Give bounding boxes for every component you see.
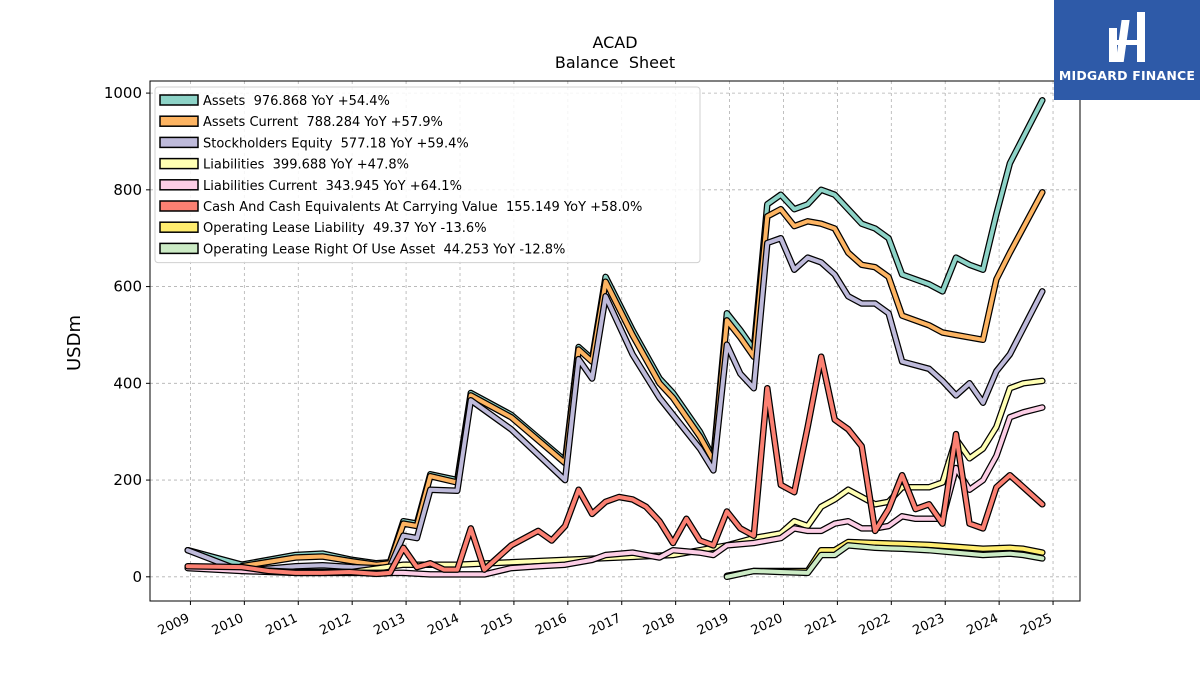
x-tick-label: 2016 xyxy=(533,611,569,639)
y-tick-label: 400 xyxy=(113,374,142,392)
x-tick-label: 2017 xyxy=(587,611,623,639)
brand-name: MIDGARD FINANCE xyxy=(1058,68,1196,83)
y-tick-label: 1000 xyxy=(104,84,142,102)
x-tick-label: 2012 xyxy=(318,611,354,639)
plot-frame xyxy=(149,80,1081,602)
legend-label: Cash And Cash Equivalents At Carrying Va… xyxy=(203,200,642,215)
x-tick-label: 2018 xyxy=(641,611,677,639)
legend-label: Assets 976.868 YoY +54.4% xyxy=(203,94,390,109)
legend-swatch xyxy=(159,94,199,106)
series-line xyxy=(185,378,1045,574)
x-tick-label: 2020 xyxy=(749,611,785,639)
legend-label: Operating Lease Liability 49.37 YoY -13.… xyxy=(203,221,487,236)
legend-swatch xyxy=(159,221,199,233)
series-7 xyxy=(723,542,1046,581)
midgard-logo-icon xyxy=(1109,12,1145,62)
legend-label: Operating Lease Right Of Use Asset 44.25… xyxy=(203,242,565,257)
x-tick-label: 2024 xyxy=(964,611,1000,639)
midgard-finance-logo: MIDGARD FINANCE xyxy=(1054,0,1200,100)
x-tick-label: 2022 xyxy=(857,611,893,639)
legend-swatch xyxy=(159,200,199,212)
x-tick-label: 2014 xyxy=(425,611,461,639)
x-tick-label: 2019 xyxy=(695,611,731,639)
y-axis-label: USDm xyxy=(64,315,85,371)
series-2 xyxy=(184,234,1046,575)
x-tick-label: 2025 xyxy=(1018,611,1054,639)
series-3 xyxy=(184,377,1046,576)
x-tick-label: 2010 xyxy=(210,611,246,639)
series-line xyxy=(185,354,1045,576)
x-tick-label: 2015 xyxy=(479,611,515,639)
legend-label: Liabilities Current 343.945 YoY +64.1% xyxy=(203,179,462,194)
legend-swatch xyxy=(159,136,199,149)
series-line xyxy=(185,236,1045,573)
x-tick-label: 2021 xyxy=(803,611,839,639)
y-tick-label: 0 xyxy=(132,568,142,586)
x-tick-label: 2011 xyxy=(264,611,300,639)
legend-label: Liabilities 399.688 YoY +47.8% xyxy=(203,158,409,173)
legend-label: Assets Current 788.284 YoY +57.9% xyxy=(203,115,443,130)
series-line xyxy=(724,543,1045,579)
y-tick-label: 800 xyxy=(113,181,142,199)
legend: Assets 976.868 YoY +54.4% Assets Current … xyxy=(154,86,701,264)
chart-subtitle: Balance Sheet xyxy=(555,53,675,72)
legend-swatch xyxy=(159,179,199,191)
legend-swatch xyxy=(159,157,199,170)
legend-swatch xyxy=(159,115,199,127)
y-tick-label: 200 xyxy=(113,471,142,489)
legend-label: Stockholders Equity 577.18 YoY +59.4% xyxy=(203,136,469,151)
x-tick-label: 2023 xyxy=(911,611,947,639)
legend-swatch xyxy=(159,242,199,255)
x-tick-label: 2013 xyxy=(371,611,407,639)
y-tick-label: 600 xyxy=(113,278,142,296)
series-lines xyxy=(184,97,1046,581)
legend-box xyxy=(154,86,701,264)
series-5 xyxy=(184,353,1046,578)
chart-title: ACAD xyxy=(592,33,637,52)
x-tick-label: 2009 xyxy=(156,611,192,639)
